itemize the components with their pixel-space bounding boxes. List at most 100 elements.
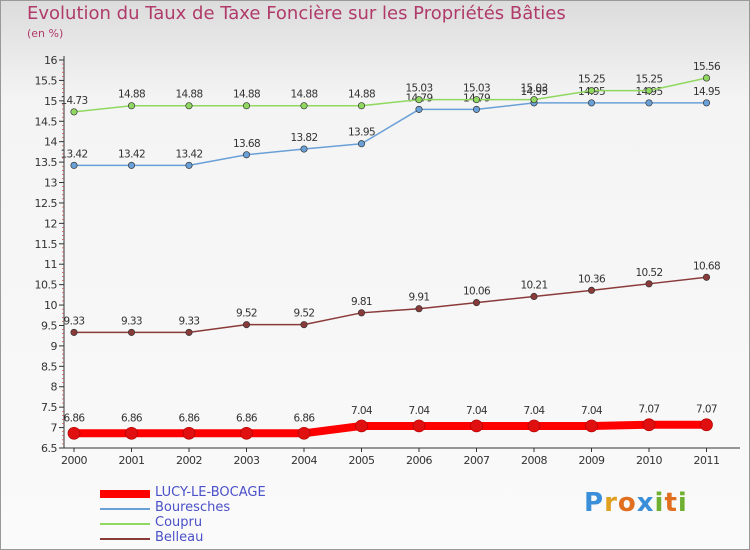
data-point	[472, 96, 481, 104]
data-label: 15.25	[635, 74, 662, 86]
y-tick-label: 10	[44, 299, 57, 312]
data-point	[585, 419, 598, 433]
y-tick-label: 9	[51, 340, 58, 353]
y-tick-label: 10.5	[35, 279, 58, 292]
x-tick-label: 2009	[579, 454, 605, 467]
data-label: 15.56	[693, 61, 721, 73]
y-tick-label: 7	[51, 422, 58, 435]
data-point	[415, 105, 423, 113]
data-label: 7.04	[581, 405, 603, 417]
data-point	[700, 418, 713, 432]
data-label: 9.33	[121, 315, 142, 327]
y-tick-label: 11.5	[35, 238, 58, 251]
x-tick-label: 2002	[176, 454, 202, 467]
data-point	[587, 99, 596, 107]
data-point	[70, 328, 78, 336]
data-label: 9.52	[236, 308, 257, 320]
data-label: 15.03	[463, 83, 490, 95]
data-point	[357, 102, 366, 110]
legend-label: LUCY-LE-BOCAGE	[155, 485, 266, 500]
data-label: 15.25	[578, 74, 605, 86]
legend-label: Bouresches	[155, 500, 231, 515]
data-label: 7.04	[524, 405, 546, 417]
data-label: 14.95	[520, 86, 547, 98]
x-tick-label: 2006	[406, 454, 432, 467]
x-tick-label: 2004	[291, 454, 317, 467]
data-point	[530, 96, 538, 104]
y-tick-label: 12	[44, 217, 57, 230]
chart-unit-label: (en %)	[27, 27, 64, 40]
proxiti-logo: Proxiti	[584, 488, 688, 518]
data-label: 7.04	[351, 405, 373, 417]
data-label: 9.91	[409, 292, 430, 304]
data-label: 6.86	[121, 412, 143, 424]
data-point	[415, 96, 423, 104]
logo-letter: o	[617, 488, 637, 518]
y-tick-label: 12.5	[35, 197, 58, 210]
data-point	[645, 280, 653, 288]
data-point	[127, 102, 136, 110]
data-label: 10.06	[463, 286, 491, 298]
data-point	[127, 328, 136, 336]
data-point	[357, 309, 366, 317]
logo-letter: r	[604, 488, 618, 518]
legend-swatch	[100, 538, 150, 540]
data-point	[415, 305, 423, 313]
data-point	[702, 74, 711, 82]
data-point	[472, 299, 481, 307]
y-tick-label: 9.5	[41, 319, 57, 332]
legend-swatch	[100, 508, 150, 510]
data-label: 15.03	[405, 83, 432, 95]
data-point	[357, 140, 366, 148]
data-point	[300, 145, 308, 153]
data-label: 6.86	[64, 412, 86, 424]
y-tick-label: 11	[44, 258, 57, 271]
data-point	[70, 108, 78, 116]
data-label: 14.88	[233, 89, 260, 101]
data-label: 6.86	[294, 412, 316, 424]
data-label: 7.07	[696, 404, 717, 416]
data-label: 7.07	[639, 404, 660, 416]
data-point	[702, 273, 711, 281]
data-point	[530, 292, 538, 301]
y-tick-label: 15.5	[35, 74, 58, 87]
data-point	[300, 102, 308, 110]
data-point	[642, 418, 656, 432]
data-label: 9.81	[351, 296, 372, 308]
data-label: 13.68	[233, 138, 260, 150]
data-label: 10.52	[635, 267, 662, 279]
data-point	[527, 419, 541, 433]
data-point	[297, 426, 311, 440]
data-label: 6.86	[179, 412, 201, 424]
y-tick-label: 16	[44, 54, 57, 67]
data-point	[587, 286, 596, 294]
data-point	[470, 419, 483, 433]
data-label: 14.88	[118, 89, 145, 101]
data-label: 13.42	[175, 148, 202, 160]
series-line-coupru	[73, 77, 708, 113]
logo-letter: i	[677, 488, 688, 518]
logo-letter: i	[654, 488, 665, 518]
data-label: 13.42	[118, 148, 145, 160]
data-point	[355, 419, 368, 433]
data-point	[182, 426, 196, 440]
data-label: 10.36	[578, 273, 606, 285]
data-point	[185, 328, 193, 336]
data-point	[127, 161, 136, 169]
data-point	[242, 151, 251, 159]
x-tick-label: 2008	[521, 454, 547, 467]
x-tick-label: 2003	[234, 454, 260, 467]
data-label: 6.86	[236, 412, 258, 424]
legend-label: Belleau	[155, 530, 204, 545]
data-label: 13.42	[60, 148, 87, 160]
data-label: 9.52	[294, 308, 315, 320]
y-tick-label: 14.5	[35, 115, 58, 128]
series-line-bouresches	[73, 102, 708, 167]
x-tick-label: 2010	[636, 454, 662, 467]
legend-label: Coupru	[155, 515, 203, 530]
series-line-belleau	[73, 276, 708, 334]
data-label: 15.03	[520, 83, 547, 95]
data-label: 9.33	[179, 315, 200, 327]
